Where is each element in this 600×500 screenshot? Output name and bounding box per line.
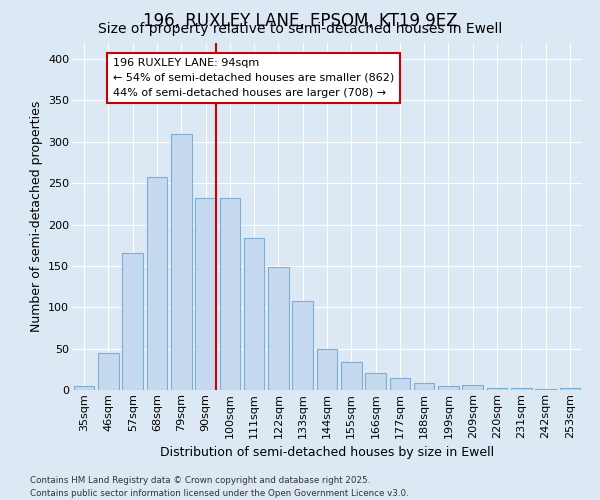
Text: Contains HM Land Registry data © Crown copyright and database right 2025.
Contai: Contains HM Land Registry data © Crown c… [30,476,409,498]
Bar [98,353,119,390]
Bar [268,266,289,390]
Bar [244,238,265,390]
Bar [146,178,167,390]
Bar [317,350,337,390]
Text: Size of property relative to semi-detached houses in Ewell: Size of property relative to semi-detach… [98,22,502,36]
X-axis label: Distribution of semi-detached houses by size in Ewell: Distribution of semi-detached houses by … [160,446,494,459]
Y-axis label: Number of semi-detached properties: Number of semi-detached properties [29,100,43,332]
Bar [195,198,216,390]
Text: 196 RUXLEY LANE: 94sqm
← 54% of semi-detached houses are smaller (862)
44% of se: 196 RUXLEY LANE: 94sqm ← 54% of semi-det… [113,58,394,98]
Bar [74,386,94,390]
Bar [171,134,191,390]
Text: 196, RUXLEY LANE, EPSOM, KT19 9EZ: 196, RUXLEY LANE, EPSOM, KT19 9EZ [143,12,457,30]
Bar [122,252,143,390]
Bar [511,388,532,390]
Bar [560,388,580,390]
Bar [365,374,386,390]
Bar [292,300,313,390]
Bar [487,388,508,390]
Bar [535,389,556,390]
Bar [341,362,362,390]
Bar [389,378,410,390]
Bar [438,386,459,390]
Bar [220,198,240,390]
Bar [463,385,483,390]
Bar [414,382,434,390]
